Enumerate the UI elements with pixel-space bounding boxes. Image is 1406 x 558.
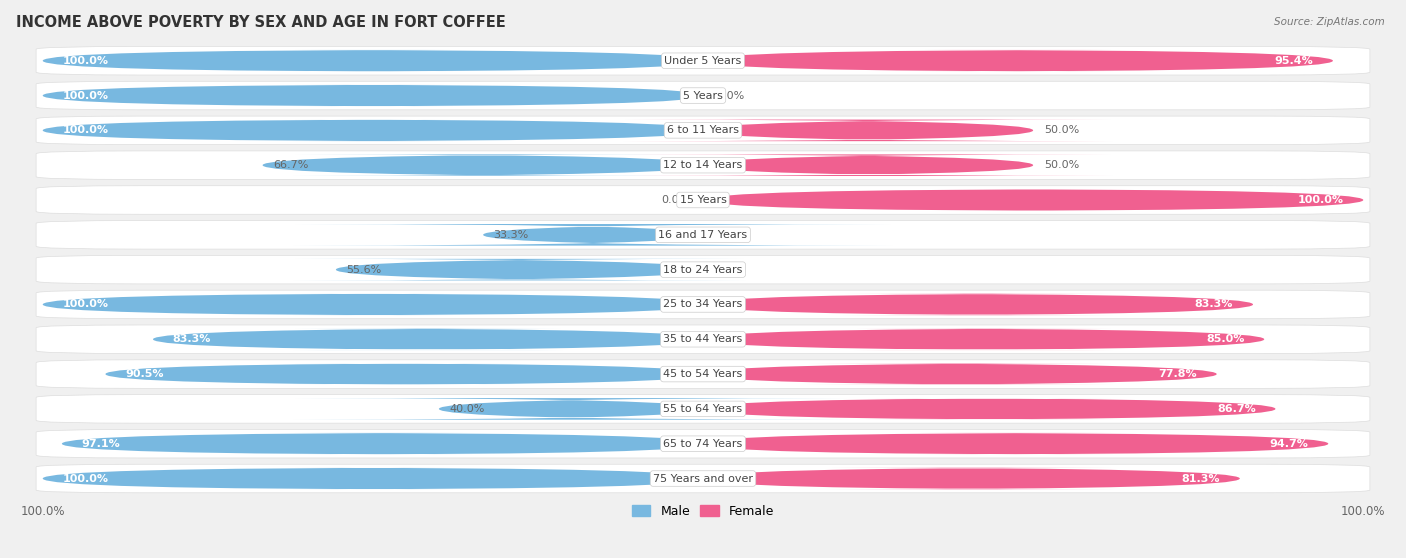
FancyBboxPatch shape	[703, 189, 1364, 211]
Text: 12 to 14 Years: 12 to 14 Years	[664, 160, 742, 170]
FancyBboxPatch shape	[42, 119, 703, 141]
Text: INCOME ABOVE POVERTY BY SEX AND AGE IN FORT COFFEE: INCOME ABOVE POVERTY BY SEX AND AGE IN F…	[17, 15, 506, 30]
FancyBboxPatch shape	[703, 398, 1275, 420]
Text: Source: ZipAtlas.com: Source: ZipAtlas.com	[1274, 17, 1385, 27]
Legend: Male, Female: Male, Female	[627, 499, 779, 523]
Text: 85.0%: 85.0%	[1206, 334, 1244, 344]
Text: 77.8%: 77.8%	[1159, 369, 1197, 379]
FancyBboxPatch shape	[703, 329, 1264, 350]
FancyBboxPatch shape	[37, 325, 1369, 354]
Text: 35 to 44 Years: 35 to 44 Years	[664, 334, 742, 344]
Text: 0.0%: 0.0%	[716, 230, 744, 240]
Text: 83.3%: 83.3%	[173, 334, 211, 344]
FancyBboxPatch shape	[37, 395, 1369, 423]
Text: 90.5%: 90.5%	[125, 369, 163, 379]
Text: 75 Years and over: 75 Years and over	[652, 474, 754, 484]
FancyBboxPatch shape	[42, 85, 703, 107]
Text: Under 5 Years: Under 5 Years	[665, 56, 741, 66]
FancyBboxPatch shape	[37, 81, 1369, 110]
FancyBboxPatch shape	[37, 290, 1369, 319]
FancyBboxPatch shape	[37, 360, 1369, 388]
Text: 18 to 24 Years: 18 to 24 Years	[664, 264, 742, 275]
Text: 95.4%: 95.4%	[1274, 56, 1313, 66]
FancyBboxPatch shape	[624, 119, 1112, 141]
FancyBboxPatch shape	[37, 116, 1369, 145]
FancyBboxPatch shape	[37, 186, 1369, 214]
Text: 45 to 54 Years: 45 to 54 Years	[664, 369, 742, 379]
Text: 55.6%: 55.6%	[346, 264, 381, 275]
Text: 100.0%: 100.0%	[62, 300, 108, 310]
FancyBboxPatch shape	[42, 50, 703, 71]
FancyBboxPatch shape	[37, 464, 1369, 493]
Text: 100.0%: 100.0%	[62, 126, 108, 136]
Text: 40.0%: 40.0%	[450, 404, 485, 414]
Text: 83.3%: 83.3%	[1195, 300, 1233, 310]
Text: 6 to 11 Years: 6 to 11 Years	[666, 126, 740, 136]
FancyBboxPatch shape	[37, 430, 1369, 458]
FancyBboxPatch shape	[263, 155, 703, 176]
Text: 100.0%: 100.0%	[62, 474, 108, 484]
FancyBboxPatch shape	[703, 50, 1333, 71]
FancyBboxPatch shape	[153, 329, 703, 350]
FancyBboxPatch shape	[294, 259, 745, 281]
Text: 0.0%: 0.0%	[716, 264, 744, 275]
Text: 15 Years: 15 Years	[679, 195, 727, 205]
FancyBboxPatch shape	[62, 433, 703, 455]
Text: 0.0%: 0.0%	[716, 90, 744, 100]
Text: 25 to 34 Years: 25 to 34 Years	[664, 300, 742, 310]
Text: 5 Years: 5 Years	[683, 90, 723, 100]
Text: 0.0%: 0.0%	[662, 195, 690, 205]
Text: 94.7%: 94.7%	[1270, 439, 1309, 449]
Text: 16 and 17 Years: 16 and 17 Years	[658, 230, 748, 240]
Text: 66.7%: 66.7%	[273, 160, 308, 170]
Text: 81.3%: 81.3%	[1181, 474, 1220, 484]
FancyBboxPatch shape	[42, 468, 703, 489]
FancyBboxPatch shape	[37, 256, 1369, 284]
Text: 50.0%: 50.0%	[1043, 160, 1078, 170]
FancyBboxPatch shape	[105, 363, 703, 385]
FancyBboxPatch shape	[37, 151, 1369, 180]
Text: 86.7%: 86.7%	[1218, 404, 1256, 414]
Text: 65 to 74 Years: 65 to 74 Years	[664, 439, 742, 449]
Text: 100.0%: 100.0%	[62, 90, 108, 100]
FancyBboxPatch shape	[294, 224, 893, 246]
FancyBboxPatch shape	[42, 294, 703, 315]
Text: 100.0%: 100.0%	[1298, 195, 1344, 205]
Text: 100.0%: 100.0%	[62, 56, 108, 66]
FancyBboxPatch shape	[703, 294, 1253, 315]
FancyBboxPatch shape	[703, 433, 1329, 455]
FancyBboxPatch shape	[37, 220, 1369, 249]
Text: 97.1%: 97.1%	[82, 439, 121, 449]
FancyBboxPatch shape	[703, 468, 1240, 489]
Text: 50.0%: 50.0%	[1043, 126, 1078, 136]
Text: 33.3%: 33.3%	[494, 230, 529, 240]
FancyBboxPatch shape	[703, 363, 1216, 385]
Text: 55 to 64 Years: 55 to 64 Years	[664, 404, 742, 414]
FancyBboxPatch shape	[624, 155, 1112, 176]
FancyBboxPatch shape	[37, 46, 1369, 75]
FancyBboxPatch shape	[294, 398, 848, 420]
